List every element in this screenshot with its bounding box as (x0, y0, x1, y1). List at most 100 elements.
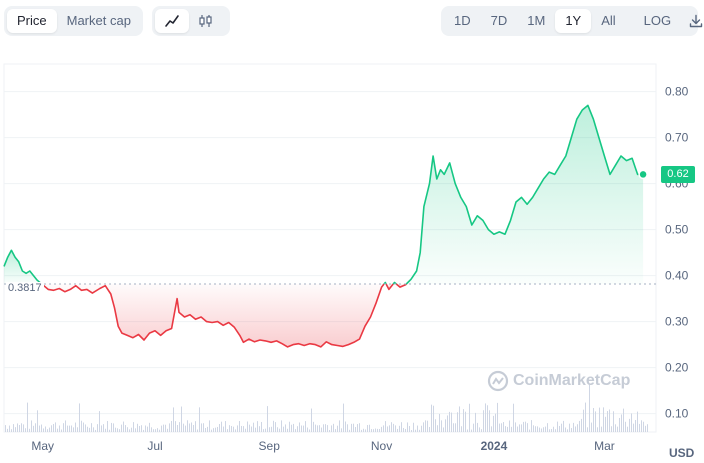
range-1y[interactable]: 1Y (555, 9, 592, 33)
volume-bar (447, 415, 448, 432)
volume-bar (211, 429, 212, 432)
volume-bar (635, 420, 636, 432)
volume-bar (545, 426, 546, 432)
volume-bar (71, 425, 72, 432)
price-line-up (3, 249, 43, 285)
tab-market-cap[interactable]: Market cap (66, 13, 131, 28)
volume-bar (543, 427, 544, 432)
volume-bar (149, 422, 150, 432)
volume-bar (25, 428, 26, 432)
chart-toolbar: Price Market cap 1D 7D 1M 1Y All LOG (0, 0, 704, 46)
volume-bar (595, 411, 596, 432)
price-line-down (385, 283, 394, 291)
volume-bar (257, 421, 258, 432)
volume-bar (533, 425, 534, 432)
currency-label: USD (669, 446, 695, 460)
volume-bar (65, 420, 66, 432)
tab-price[interactable]: Price (7, 9, 57, 33)
volume-bar (187, 420, 188, 432)
range-7d[interactable]: 7D (490, 13, 508, 28)
volume-bar (83, 422, 84, 432)
volume-bar (347, 424, 348, 432)
volume-bar (515, 422, 516, 432)
volume-bar (569, 423, 570, 432)
volume-bar (19, 425, 20, 432)
volume-bar (21, 423, 22, 432)
candlestick-icon[interactable] (189, 9, 223, 33)
y-tick-label: 0.80 (665, 85, 689, 99)
volume-bar (519, 424, 520, 432)
volume-bar (243, 426, 244, 432)
volume-bar (341, 428, 342, 432)
volume-bar (553, 426, 554, 432)
volume-bar (381, 426, 382, 432)
volume-bar (165, 424, 166, 432)
volume-bar (581, 418, 582, 432)
volume-bar (107, 421, 108, 432)
volume-bar (283, 426, 284, 432)
volume-bar (97, 424, 98, 432)
volume-bar (239, 420, 240, 432)
volume-bar (267, 406, 268, 432)
volume-bar (263, 429, 264, 432)
log-scale-button[interactable]: LOG (643, 13, 672, 28)
volume-bar (389, 425, 390, 432)
volume-bar (69, 425, 70, 432)
volume-bar (191, 422, 192, 432)
volume-bar (483, 410, 484, 432)
volume-bar (137, 423, 138, 432)
volume-bar (329, 429, 330, 432)
volume-bar (255, 427, 256, 432)
current-price-dot (638, 169, 648, 180)
download-icon[interactable] (689, 9, 703, 33)
volume-bar (169, 423, 170, 432)
line-chart-icon[interactable] (155, 9, 189, 33)
volume-bar (321, 427, 322, 432)
volume-bar (103, 424, 104, 432)
volume-bar (135, 428, 136, 432)
volume-bar (485, 403, 486, 432)
range-1m[interactable]: 1M (527, 13, 546, 28)
volume-bar (227, 429, 228, 432)
volume-bar (269, 427, 270, 432)
volume-bar (559, 425, 560, 432)
price-chart[interactable]: 0.10 0.20 0.30 0.40 0.50 0.60 0.70 0.80 May Jul Se… (0, 58, 704, 463)
volume-bar (439, 413, 440, 432)
volume-bar (85, 424, 86, 432)
volume-bar (117, 428, 118, 432)
reference-price-label: 0.3817 (6, 282, 44, 294)
volume-bar (251, 426, 252, 432)
volume-bar (551, 429, 552, 432)
volume-bar (307, 427, 308, 432)
volume-bar (457, 412, 458, 432)
volume-bar (55, 422, 56, 432)
volume-bar (115, 427, 116, 432)
volume-bar (147, 426, 148, 432)
range-all[interactable]: All (601, 13, 616, 28)
volume-bar (401, 422, 402, 432)
x-tick-label: 2024 (481, 439, 508, 453)
volume-bar (319, 425, 320, 432)
volume-bar (405, 428, 406, 432)
volume-bar (611, 426, 612, 432)
range-1d[interactable]: 1D (454, 13, 471, 28)
volume-bar (261, 421, 262, 432)
volume-bar (397, 428, 398, 432)
volume-bar (129, 429, 130, 432)
volume-bar (355, 427, 356, 432)
volume-bar (399, 425, 400, 432)
volume-bar (181, 406, 182, 432)
volume-bar (29, 428, 30, 432)
volume-bar (603, 407, 604, 432)
volume-bar (35, 423, 36, 432)
volume-bar (579, 420, 580, 432)
volume-bar (225, 421, 226, 432)
volume-bar (143, 429, 144, 432)
volume-bar (353, 423, 354, 432)
volume-bar (453, 423, 454, 432)
volume-bar (287, 428, 288, 432)
volume-bar (433, 405, 434, 432)
volume-bar (87, 426, 88, 432)
volume-bar (13, 424, 14, 432)
volume-bar (153, 429, 154, 432)
